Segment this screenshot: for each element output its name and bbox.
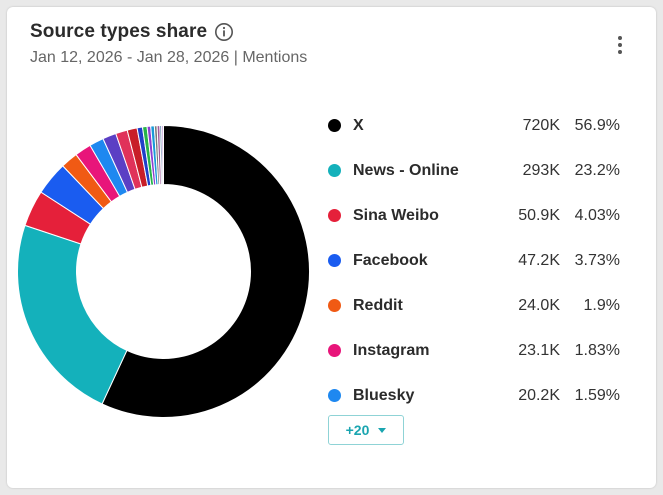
- legend-label: Instagram: [353, 341, 430, 359]
- legend-item[interactable]: X 720K 56.9%: [328, 103, 628, 148]
- legend-label: News - Online: [353, 161, 459, 179]
- chevron-down-icon: [378, 427, 387, 433]
- legend-item[interactable]: News - Online 293K 23.2%: [328, 148, 628, 193]
- legend-percent: 1.59%: [574, 386, 620, 404]
- menu-dot: [618, 50, 622, 54]
- legend-value: 50.9K: [518, 206, 560, 224]
- slice-other-11[interactable]: [161, 124, 164, 186]
- legend-value: 20.2K: [518, 386, 560, 404]
- slice-news-online[interactable]: [17, 224, 128, 405]
- more-count-label: +20: [345, 422, 370, 438]
- more-vertical-icon[interactable]: [610, 32, 630, 58]
- legend-label: Reddit: [353, 296, 403, 314]
- card-header: Source types share: [30, 21, 234, 43]
- legend-percent: 23.2%: [574, 161, 620, 179]
- legend-item[interactable]: Facebook 47.2K 3.73%: [328, 238, 628, 283]
- info-icon[interactable]: [214, 22, 234, 42]
- legend-item[interactable]: Instagram 23.1K 1.83%: [328, 328, 628, 373]
- legend-value: 23.1K: [518, 341, 560, 359]
- legend-swatch: [328, 299, 341, 312]
- date-range-subtitle: Jan 12, 2026 - Jan 28, 2026 | Mentions: [30, 49, 308, 66]
- legend-item[interactable]: Reddit 24.0K 1.9%: [328, 283, 628, 328]
- legend-percent: 4.03%: [574, 206, 620, 224]
- show-more-sources-button[interactable]: +20: [328, 415, 404, 445]
- legend-value: 47.2K: [518, 251, 560, 269]
- legend-label: Sina Weibo: [353, 206, 439, 224]
- legend-swatch: [328, 119, 341, 132]
- legend-item[interactable]: Sina Weibo 50.9K 4.03%: [328, 193, 628, 238]
- legend-value: 293K: [522, 161, 560, 179]
- legend-label: Facebook: [353, 251, 428, 269]
- legend-value: 24.0K: [518, 296, 560, 314]
- legend-swatch: [328, 209, 341, 222]
- legend-percent: 1.83%: [574, 341, 620, 359]
- chart-legend: X 720K 56.9% News - Online 293K 23.2% Sina Wei…: [328, 103, 628, 418]
- card-title: Source types share: [30, 21, 208, 42]
- legend-label: X: [353, 116, 364, 134]
- legend-value: 720K: [522, 116, 560, 134]
- legend-label: Bluesky: [353, 386, 415, 404]
- legend-swatch: [328, 344, 341, 357]
- slice-x[interactable]: [101, 124, 310, 418]
- legend-percent: 56.9%: [574, 116, 620, 134]
- menu-dot: [618, 36, 622, 40]
- menu-dot: [618, 43, 622, 47]
- legend-swatch: [328, 389, 341, 402]
- donut-chart: [17, 124, 310, 418]
- legend-item[interactable]: Bluesky 20.2K 1.59%: [328, 373, 628, 418]
- legend-swatch: [328, 254, 341, 267]
- legend-swatch: [328, 164, 341, 177]
- legend-percent: 3.73%: [574, 251, 620, 269]
- legend-percent: 1.9%: [583, 296, 620, 314]
